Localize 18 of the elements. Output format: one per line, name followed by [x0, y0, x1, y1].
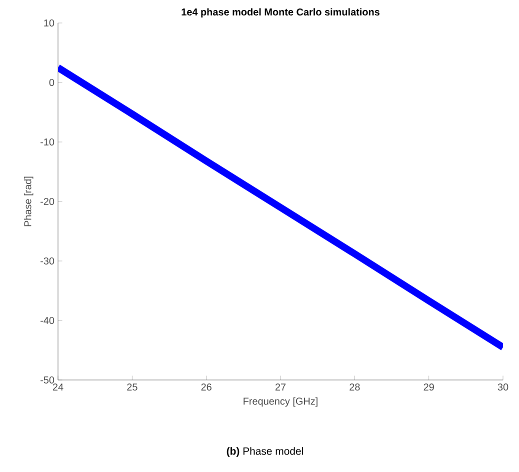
y-tick-label: -20	[40, 198, 54, 206]
x-tick-label: 27	[275, 384, 286, 390]
x-axis-title: Frequency [GHz]	[244, 397, 318, 407]
y-tick-label: -50	[40, 376, 54, 384]
x-tick-label: 29	[424, 384, 434, 391]
y-tick-label: -40	[40, 316, 54, 324]
y-tick-label: 10	[44, 19, 54, 27]
x-tick-label: 30	[498, 384, 508, 391]
x-tick-label: 28	[350, 384, 360, 391]
x-tick-label: 25	[127, 384, 138, 391]
y-tick-label: 0	[49, 78, 54, 86]
x-tick-label: 24	[52, 384, 64, 390]
chart-title: 1e4 phase model Monte Carlo simulations	[182, 8, 380, 18]
y-tick-label: -30	[40, 257, 54, 265]
y-tick-label: -10	[40, 138, 54, 146]
y-axis-title: Phase [rad]	[24, 176, 34, 226]
x-tick-label: 26	[201, 384, 212, 391]
text: (b) Phase model	[226, 447, 303, 457]
